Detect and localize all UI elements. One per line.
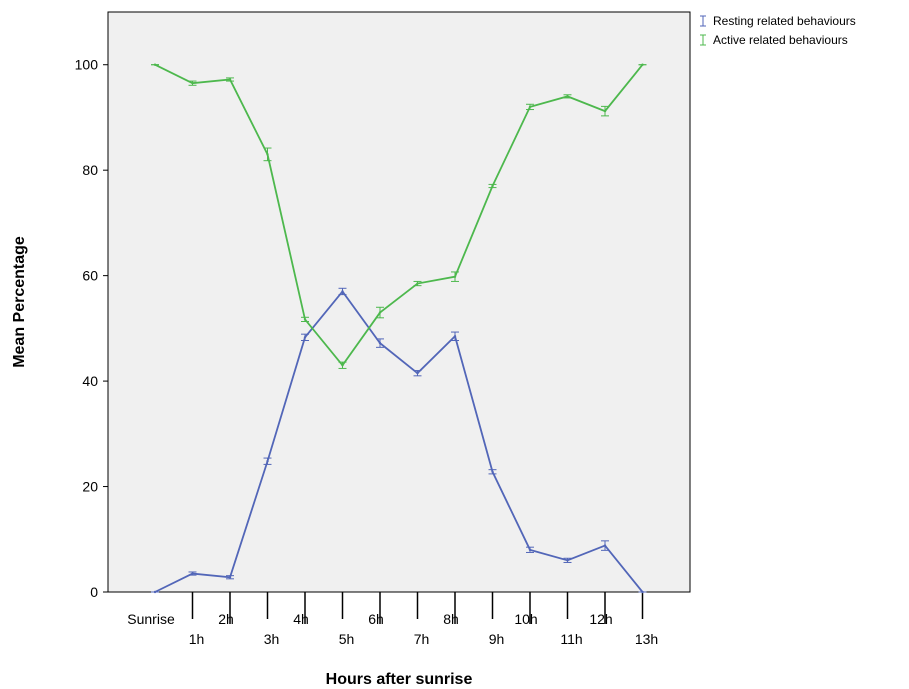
data-point xyxy=(528,548,532,552)
data-point xyxy=(228,78,232,81)
x-axis: Sunrise 1h 2h 3h 4h 5h 6h 7h 8h 9h 10h 11h 12h 13h xyxy=(127,592,658,647)
y-axis-title: Mean Percentage xyxy=(11,236,28,368)
data-point xyxy=(566,95,569,98)
data-point xyxy=(566,559,569,562)
series-line-1 xyxy=(154,289,644,593)
x-tick-label: 5h xyxy=(339,631,355,647)
data-point xyxy=(491,184,494,188)
x-tick-label: 3h xyxy=(264,631,280,647)
x-tick-label: 6h xyxy=(368,611,384,627)
data-point xyxy=(603,109,607,113)
legend-label: Resting related behaviours xyxy=(713,14,856,28)
y-tick-label: 40 xyxy=(82,373,98,389)
data-point xyxy=(641,590,644,594)
y-tick-label: 80 xyxy=(82,162,98,178)
data-point xyxy=(303,318,307,321)
data-point xyxy=(153,63,157,66)
y-tick-label: 60 xyxy=(82,268,98,284)
y-tick-label: 0 xyxy=(90,584,98,600)
data-point xyxy=(603,544,607,547)
x-tick-label: 12h xyxy=(589,611,612,627)
data-point xyxy=(191,81,194,85)
series-line-2 xyxy=(154,63,644,367)
data-point xyxy=(341,364,344,367)
error-bars xyxy=(151,64,647,593)
data-point xyxy=(228,576,232,579)
x-tick-label: 10h xyxy=(514,611,537,627)
series-lines xyxy=(153,63,644,594)
data-point xyxy=(378,311,382,314)
x-tick-label: Sunrise xyxy=(127,611,175,627)
data-point xyxy=(153,590,157,594)
legend-label: Active related behaviours xyxy=(713,33,848,47)
x-tick-label: 1h xyxy=(189,631,205,647)
data-point xyxy=(191,572,194,575)
x-axis-title: Hours after sunrise xyxy=(326,671,473,688)
legend: Resting related behaviours Active related… xyxy=(700,14,856,47)
x-tick-label: 9h xyxy=(489,631,505,647)
y-tick-label: 20 xyxy=(82,479,98,495)
x-tick-label: 8h xyxy=(443,611,459,627)
x-tick-label: 11h xyxy=(560,631,582,647)
legend-item-1: Resting related behaviours xyxy=(700,14,856,28)
data-point xyxy=(453,275,457,278)
data-point xyxy=(641,63,644,66)
x-tick-label: 7h xyxy=(414,631,430,647)
data-point xyxy=(341,290,344,293)
data-point xyxy=(453,335,457,338)
data-point xyxy=(416,371,419,375)
data-point xyxy=(266,460,269,463)
data-point xyxy=(528,105,532,109)
legend-item-2: Active related behaviours xyxy=(700,33,848,47)
data-point xyxy=(266,153,269,156)
x-tick-label: 4h xyxy=(293,611,309,627)
data-point xyxy=(416,282,419,285)
data-point xyxy=(378,341,382,345)
y-axis: 0 20 40 60 80 100 xyxy=(75,57,108,600)
plot-area xyxy=(107,11,691,593)
data-point xyxy=(303,336,307,339)
x-tick-label: 13h xyxy=(635,631,658,647)
y-tick-label: 100 xyxy=(75,57,99,73)
data-point xyxy=(491,470,494,473)
x-tick-label: 2h xyxy=(218,611,234,627)
